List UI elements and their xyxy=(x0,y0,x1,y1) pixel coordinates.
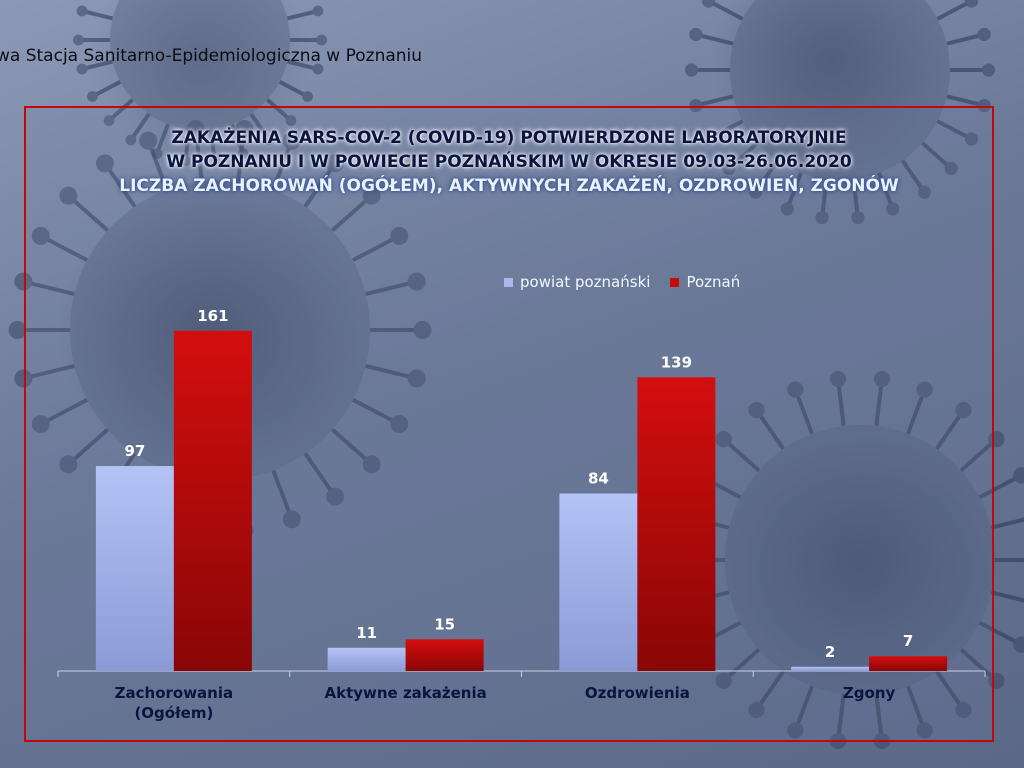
x-tick-label-0-1: (Ogółem) xyxy=(134,704,213,722)
chart-legend: powiat poznański Poznań xyxy=(504,273,760,291)
legend-label-poznan: Poznań xyxy=(686,273,741,291)
x-tick-label-0-0: Zachorowania xyxy=(115,684,234,702)
chart-title-line-1: ZAKAŻENIA SARS-COV-2 (COVID-19) POTWIERD… xyxy=(171,128,847,148)
institution-name: wa Stacja Sanitarno-Epidemiologiczna w P… xyxy=(0,46,423,66)
legend-swatch-powiat xyxy=(504,277,513,287)
data-label-powiat-0: 97 xyxy=(124,442,145,460)
x-tick-label-3-0: Zgony xyxy=(843,684,896,702)
chart-subtitle: LICZBA ZACHOROWAŃ (OGÓŁEM), AKTYWNYCH ZA… xyxy=(119,176,899,196)
bar-powiat-2 xyxy=(559,493,638,671)
bar-poznan-0 xyxy=(173,330,252,671)
legend-item-poznan: Poznań xyxy=(670,273,740,291)
data-label-powiat-3: 2 xyxy=(825,643,835,661)
legend-swatch-poznan xyxy=(670,277,680,287)
data-label-poznan-2: 139 xyxy=(661,353,692,371)
x-tick-label-1-0: Aktywne zakażenia xyxy=(324,684,486,702)
data-label-poznan-3: 7 xyxy=(903,632,913,650)
bar-powiat-1 xyxy=(327,647,406,671)
bar-poznan-2 xyxy=(637,377,716,671)
legend-label-powiat: powiat poznański xyxy=(520,273,651,291)
x-tick-label-2-0: Ozdrowienia xyxy=(585,684,690,702)
chart-title: ZAKAŻENIA SARS-COV-2 (COVID-19) POTWIERD… xyxy=(24,126,994,198)
data-label-powiat-2: 84 xyxy=(588,469,609,487)
virus-shape-right xyxy=(669,370,1024,750)
bar-poznan-1 xyxy=(405,639,484,671)
virus-shape-top-left xyxy=(73,0,327,167)
bar-powiat-0 xyxy=(95,466,174,671)
data-label-powiat-1: 11 xyxy=(356,624,377,642)
bar-poznan-3 xyxy=(869,656,948,671)
virus-shape-top-right xyxy=(684,0,996,225)
legend-item-powiat: powiat poznański xyxy=(504,273,650,291)
data-label-poznan-1: 15 xyxy=(434,615,455,633)
bar-powiat-3 xyxy=(791,666,870,671)
data-label-poznan-0: 161 xyxy=(197,307,228,325)
chart-title-line-2: W POZNANIU I W POWIECIE POZNAŃSKIM W OKR… xyxy=(166,152,852,172)
